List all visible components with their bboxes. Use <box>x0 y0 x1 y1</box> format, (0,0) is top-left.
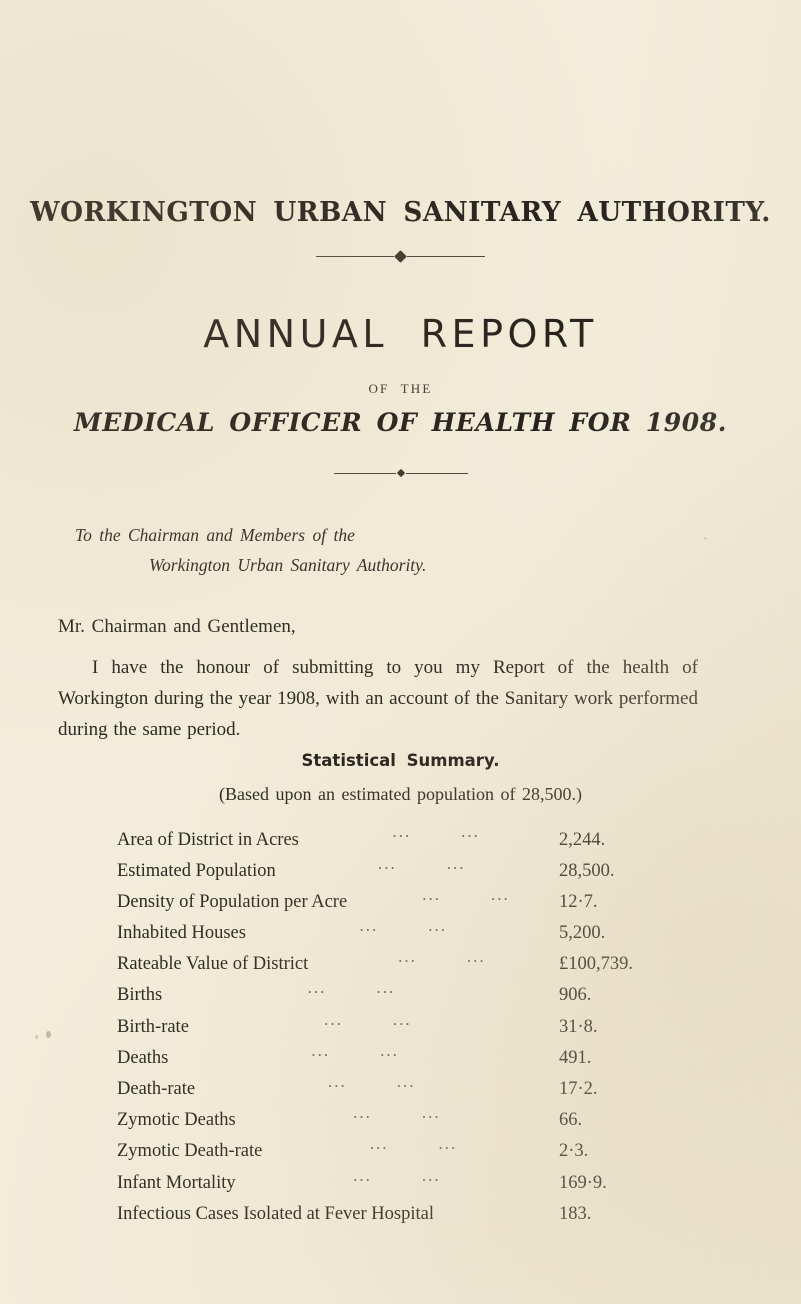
paper-speck <box>46 1031 51 1038</box>
stat-row: Birth-rate ... ... 31·8. <box>117 1013 677 1044</box>
stat-row: Zymotic Deaths ... ... 66. <box>117 1107 677 1138</box>
paper-speck <box>704 537 707 540</box>
stat-leader-dots: ... ... <box>398 950 486 967</box>
stat-value: 183. <box>559 1203 592 1224</box>
stat-value: 906. <box>559 985 592 1006</box>
addressee-line-2: Workington Urban Sanitary Authority. <box>149 555 427 575</box>
stat-value: 491. <box>559 1047 592 1068</box>
addressee-line-1: To the Chairman and Members of the <box>75 525 355 545</box>
addressee-block: To the Chairman and Members of the Worki… <box>75 520 426 580</box>
ornament-rule-bottom <box>0 468 801 478</box>
stat-value: 17·2. <box>559 1079 598 1099</box>
rule-bar-right <box>407 256 485 257</box>
stat-label: Estimated Population <box>117 860 276 881</box>
letter-paragraph: I have the honour of submitting to you m… <box>58 657 698 740</box>
stat-leader-dots: ... ... <box>359 919 448 936</box>
stat-label: Death-rate <box>117 1079 196 1099</box>
report-subtitle: MEDICAL OFFICER OF HEALTH FOR 1908. <box>73 408 728 437</box>
stat-row: Zymotic Death-rate ... ... 2·3. <box>117 1138 677 1169</box>
stat-label: Deaths <box>117 1047 169 1068</box>
stat-row: Area of District in Acres ... ... 2,244. <box>117 826 677 857</box>
stat-label: Inhabited Houses <box>117 923 246 944</box>
stat-leader-dots: ... ... <box>324 1013 412 1029</box>
stat-label: Birth-rate <box>117 1016 189 1037</box>
stat-value: 31·8. <box>559 1016 598 1037</box>
stat-value: £100,739. <box>559 954 633 975</box>
report-title-connector: OF THE <box>368 381 433 396</box>
stat-value: 2·3. <box>559 1141 589 1162</box>
stat-leader-dots: ... ... <box>327 1075 416 1091</box>
stat-leader-dots: ... ... <box>307 981 396 998</box>
stat-label: Zymotic Deaths <box>117 1110 236 1131</box>
diamond-ornament-icon <box>396 468 405 478</box>
statistical-summary-table: Area of District in Acres ... ... 2,244. Es… <box>117 826 677 1231</box>
stat-label: Rateable Value of District <box>117 954 309 975</box>
report-title: ANNUAL REPORT <box>203 312 598 356</box>
stat-value: 5,200. <box>559 923 606 944</box>
stat-value: 66. <box>559 1110 583 1131</box>
stat-leader-dots: ... ... <box>392 826 480 842</box>
letter-salutation: Mr. Chairman and Gentlemen, <box>58 616 296 637</box>
statistical-summary-heading: Statistical Summary. <box>301 751 500 770</box>
statistical-summary-basis: (Based upon an estimated population of 2… <box>219 784 582 804</box>
page-masthead-title: WORKINGTON URBAN SANITARY AUTHORITY. <box>30 196 771 228</box>
stat-row: Births ... ... 906. <box>117 982 677 1013</box>
stat-row: Rateable Value of District ... ... £100,73… <box>117 951 677 982</box>
rule-bar-left <box>316 256 394 257</box>
stat-row: Infant Mortality ... ... 169·9. <box>117 1169 677 1200</box>
stat-value: 12·7. <box>559 891 598 912</box>
stat-row: Infectious Cases Isolated at Fever Hospi… <box>117 1200 677 1231</box>
stat-label: Infant Mortality <box>117 1172 236 1193</box>
stat-row: Inhabited Houses ... ... 5,200. <box>117 920 677 951</box>
stat-value: 2,244. <box>559 829 606 850</box>
stat-value: 28,500. <box>559 860 615 881</box>
stat-row: Deaths ... ... 491. <box>117 1044 677 1075</box>
stat-leader-dots: ... ... <box>353 1169 441 1185</box>
diamond-ornament-icon <box>394 250 407 263</box>
stat-leader-dots: ... ... <box>422 888 510 904</box>
stat-label: Area of District in Acres <box>117 829 299 850</box>
stat-value: 169·9. <box>559 1172 607 1193</box>
rule-bar-left <box>333 472 396 474</box>
ornament-rule-top <box>0 250 801 263</box>
stat-leader-dots: ... ... <box>378 857 466 873</box>
stat-row: Death-rate ... ... 17·2. <box>117 1076 677 1107</box>
stat-label: Births <box>117 985 163 1006</box>
stat-leader-dots <box>440 1200 535 1219</box>
rule-bar-right <box>405 472 468 474</box>
stat-row: Estimated Population ... ... 28,500. <box>117 857 677 888</box>
stat-leader-dots: ... ... <box>369 1137 458 1154</box>
stat-label: Zymotic Death-rate <box>117 1141 263 1162</box>
stat-leader-dots: ... ... <box>353 1106 441 1123</box>
stat-leader-dots: ... ... <box>311 1044 399 1060</box>
stat-row: Density of Population per Acre ... ... 12·… <box>117 888 677 919</box>
stat-label: Infectious Cases Isolated at Fever Hospi… <box>117 1203 434 1224</box>
stat-label: Density of Population per Acre <box>117 891 348 912</box>
paper-speck <box>35 1035 38 1039</box>
